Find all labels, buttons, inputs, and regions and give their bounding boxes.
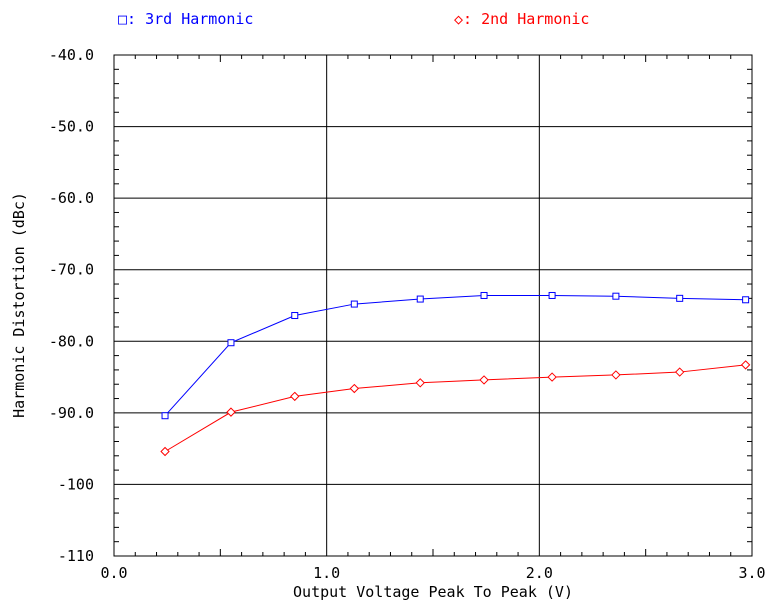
data-point-diamond	[611, 370, 621, 380]
data-point-diamond	[160, 446, 170, 457]
y-tick-label: -110	[58, 547, 94, 565]
data-point-square	[350, 300, 358, 308]
y-tick-label: -100	[58, 475, 94, 493]
data-point-diamond	[740, 360, 751, 370]
x-tick-label: 2.0	[526, 564, 553, 582]
y-axis-title: Harmonic Distortion (dBc)	[10, 192, 28, 418]
data-point-square	[161, 412, 169, 420]
data-point-square	[612, 292, 620, 300]
plot-area	[113, 54, 753, 557]
grid-lines	[114, 55, 752, 556]
data-point-square	[676, 294, 684, 302]
legend-item-2nd-harmonic: ◇: 2nd Harmonic	[454, 10, 589, 28]
data-point-diamond	[674, 367, 685, 377]
series-3rd-harmonic	[161, 291, 750, 420]
data-point-diamond	[479, 375, 489, 385]
data-point-square	[291, 312, 299, 320]
data-point-square	[227, 339, 235, 347]
data-point-diamond	[226, 407, 236, 417]
data-point-diamond	[290, 391, 300, 402]
y-tick-label: -60.0	[49, 189, 94, 207]
x-axis-title: Output Voltage Peak To Peak (V)	[293, 583, 573, 601]
data-point-square	[416, 295, 424, 303]
series-line	[164, 294, 746, 417]
legend-item-3rd-harmonic: □: 3rd Harmonic	[118, 10, 253, 28]
series-layer	[160, 291, 751, 457]
data-point-diamond	[547, 372, 557, 382]
series-line	[164, 364, 746, 452]
x-tick-label: 0.0	[100, 564, 127, 582]
y-tick-label: -50.0	[49, 118, 94, 136]
y-axis-tick-labels: -40.0 -50.0 -60.0 -70.0 -80.0 -90.0 -100 -110	[49, 46, 94, 565]
data-point-square	[480, 291, 488, 299]
x-tick-label: 3.0	[738, 564, 765, 582]
x-axis-tick-labels: 0.0 1.0 2.0 3.0	[100, 564, 765, 582]
data-point-square	[548, 291, 556, 299]
y-tick-label: -80.0	[49, 332, 94, 350]
series-2nd-harmonic	[160, 360, 751, 457]
data-point-diamond	[349, 383, 360, 394]
y-tick-label: -90.0	[49, 404, 94, 422]
data-point-diamond	[415, 378, 425, 388]
data-point-square	[742, 296, 750, 304]
y-tick-label: -70.0	[49, 261, 94, 279]
minor-ticks	[114, 55, 752, 556]
y-tick-label: -40.0	[49, 46, 94, 64]
legend: □: 3rd Harmonic ◇: 2nd Harmonic	[118, 10, 589, 28]
x-tick-label: 1.0	[313, 564, 340, 582]
